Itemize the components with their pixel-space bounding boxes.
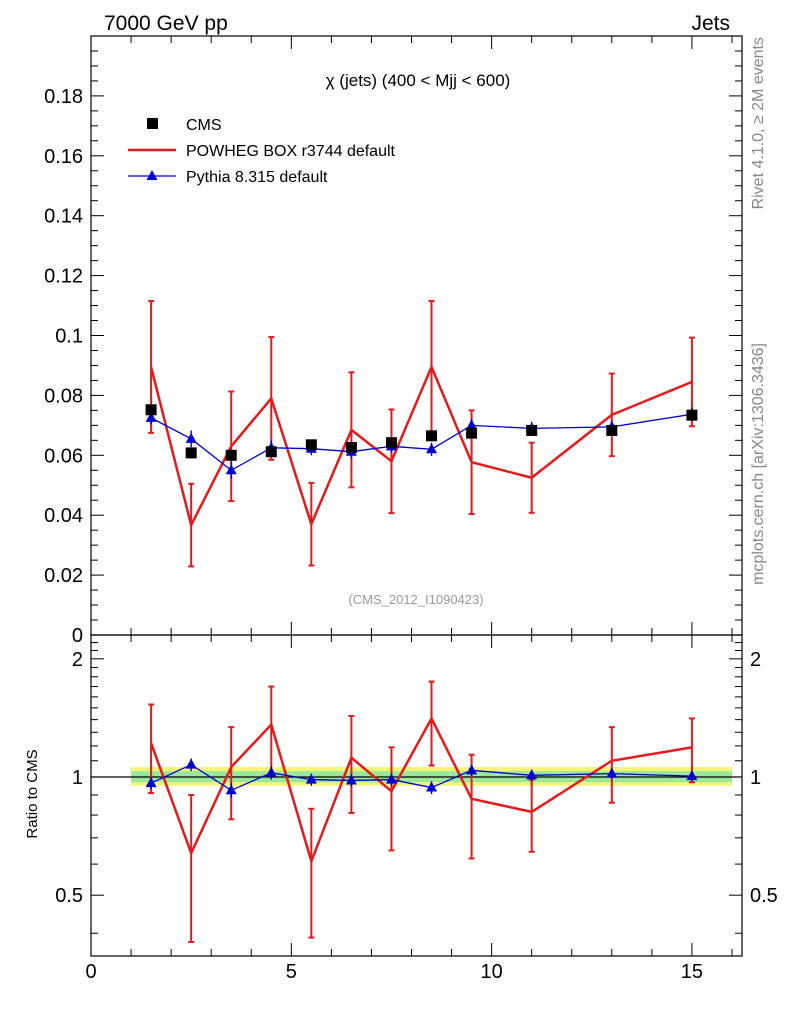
main-cms-point (466, 427, 478, 439)
main-y-tick-label: 0.06 (44, 445, 83, 467)
ratio-pythia-point (225, 784, 237, 795)
ratio-pythia-point (385, 773, 397, 784)
ratio-powheg-line (149, 715, 693, 866)
ratio-panel-ticks: 0.5 0.5 1 1 2 2 0 5 10 15 (55, 635, 778, 983)
x-tick-label: 0 (85, 961, 96, 983)
ratio-pythia-point (466, 764, 478, 775)
ratio-y-tick-label-right: 2 (750, 649, 761, 671)
legend-cms-label: CMS (186, 117, 222, 134)
main-y-tick-label: 0.12 (44, 266, 83, 288)
ratio-pythia-point (686, 770, 698, 781)
main-pythia-point (426, 443, 438, 454)
ratio-pythia-point (305, 773, 317, 784)
ratio-pythia-line (150, 763, 692, 792)
legend-pythia-marker (146, 170, 158, 180)
ratio-y-tick-label-left: 1 (72, 767, 83, 789)
main-cms-point (305, 439, 317, 451)
ratio-panel-series (145, 680, 698, 943)
main-y-tick-label: 0.04 (44, 505, 83, 527)
ratio-pythia-point (145, 777, 157, 788)
ratio-pythia-point (426, 781, 438, 792)
main-cms-point (225, 449, 237, 461)
main-cms-point (185, 447, 197, 459)
main-y-tick-label: 0.1 (55, 326, 83, 348)
ratio-y-tick-label-left: 0.5 (55, 885, 83, 907)
main-cms-point (145, 404, 157, 416)
energy-label: 7000 GeV pp (104, 12, 228, 35)
main-pythia-point (185, 432, 197, 443)
main-cms-point (265, 446, 277, 458)
main-y-tick-label: 0.02 (44, 565, 83, 587)
main-pythia-point (466, 419, 478, 430)
analysis-watermark: (CMS_2012_I1090423) (348, 592, 483, 607)
main-cms-point (686, 409, 698, 421)
main-y-tick-label: 0.16 (44, 146, 83, 168)
ratio-panel-background (91, 767, 742, 786)
main-pythia-point (225, 464, 237, 475)
ratio-pythia-point (185, 758, 197, 769)
main-cms-point (606, 424, 618, 436)
x-tick-label: 10 (480, 961, 502, 983)
main-y-tick-label: 0.18 (44, 86, 83, 108)
legend-pythia-label: Pythia 8.315 default (186, 169, 328, 186)
main-cms-point (426, 430, 438, 442)
main-y-tick-label: 0 (72, 625, 83, 647)
main-pythia-line (150, 413, 693, 472)
ratio-pythia-point (345, 774, 357, 785)
main-cms-point (526, 424, 538, 436)
main-pythia-point (145, 411, 157, 422)
legend-cms-marker (147, 118, 158, 129)
process-label: Jets (691, 12, 730, 35)
mcplots-label: mcplots.cern.ch [arXiv:1306.3436] (750, 343, 767, 585)
legend-powheg-label: POWHEG BOX r3744 default (186, 143, 396, 160)
ratio-y-axis-label: Ratio to CMS (24, 749, 41, 838)
main-y-tick-label: 0.14 (44, 206, 83, 228)
main-powheg-line (149, 363, 693, 529)
main-cms-point (345, 442, 357, 454)
legend: CMS POWHEG BOX r3744 default Pythia 8.31… (128, 117, 396, 186)
ratio-pythia-point (526, 769, 538, 780)
ratio-y-tick-label-left: 2 (72, 649, 83, 671)
ratio-pythia-point (265, 766, 277, 777)
main-cms-point (385, 437, 397, 449)
rivet-label: Rivet 4.1.0, ≥ 2M events (750, 37, 767, 209)
ratio-panel-frame (90, 634, 743, 957)
main-plot-title: χ (jets) (400 < Mjj < 600) (326, 71, 511, 90)
ratio-y-tick-label-right: 0.5 (750, 885, 778, 907)
main-y-tick-label: 0.08 (44, 385, 83, 407)
ratio-frame-border (90, 634, 743, 957)
main-panel-series (145, 300, 698, 568)
ratio-pythia-point (606, 767, 618, 778)
main-panel-ticks: 0 0.02 0.04 0.06 0.08 0.1 0.12 0.14 0.16 0.18 (44, 35, 742, 647)
x-tick-label: 5 (286, 961, 297, 983)
x-tick-label: 15 (681, 961, 703, 983)
ratio-y-tick-label-right: 1 (750, 767, 761, 789)
